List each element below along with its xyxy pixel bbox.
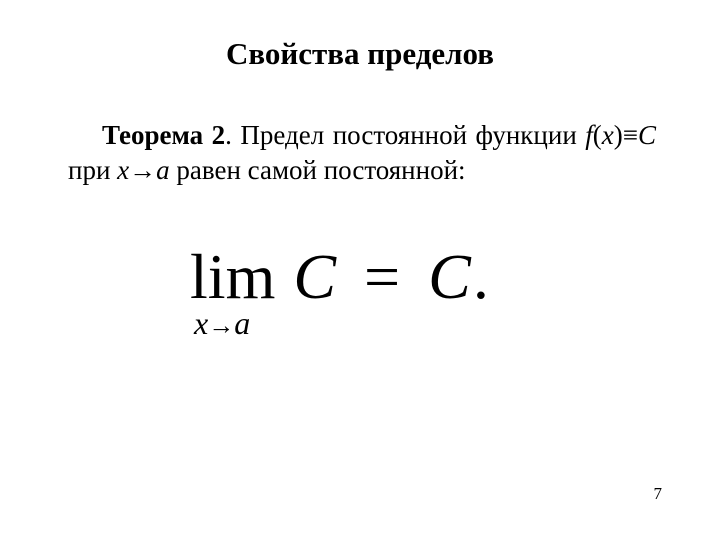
identical-to-symbol: ≡ <box>623 120 638 150</box>
theorem-C: C <box>638 120 656 150</box>
theorem-fx-f: f <box>585 120 593 150</box>
formula-sub-x: x <box>194 305 208 341</box>
theorem-mid-text: при <box>68 155 117 185</box>
theorem-label: Теорема 2 <box>102 120 225 150</box>
page-number: 7 <box>654 484 663 504</box>
arrow-icon: → <box>129 155 156 185</box>
theorem-x: x <box>117 155 129 185</box>
theorem-fx-x: x <box>602 120 614 150</box>
formula-lim: lim <box>190 241 275 312</box>
theorem-a: a <box>156 155 170 185</box>
theorem-pre-text: . Предел постоянной функции <box>225 120 585 150</box>
formula-equals: = <box>364 241 402 312</box>
slide: Свойства пределов Теорема 2. Предел пост… <box>0 0 720 540</box>
formula-main-line: lim C = C. <box>190 245 491 309</box>
formula-sub-a: a <box>234 305 250 341</box>
arrow-icon: → <box>208 311 234 340</box>
formula-period: . <box>473 241 491 312</box>
theorem-post-text: равен самой постоянной: <box>170 155 466 185</box>
theorem-paragraph: Теорема 2. Предел постоянной функции f(x… <box>68 118 656 188</box>
formula-C-right: C <box>428 241 473 312</box>
slide-title: Свойства пределов <box>0 36 720 72</box>
formula-limit: lim C = C. x→a <box>190 245 491 339</box>
formula-C-left: C <box>293 241 338 312</box>
